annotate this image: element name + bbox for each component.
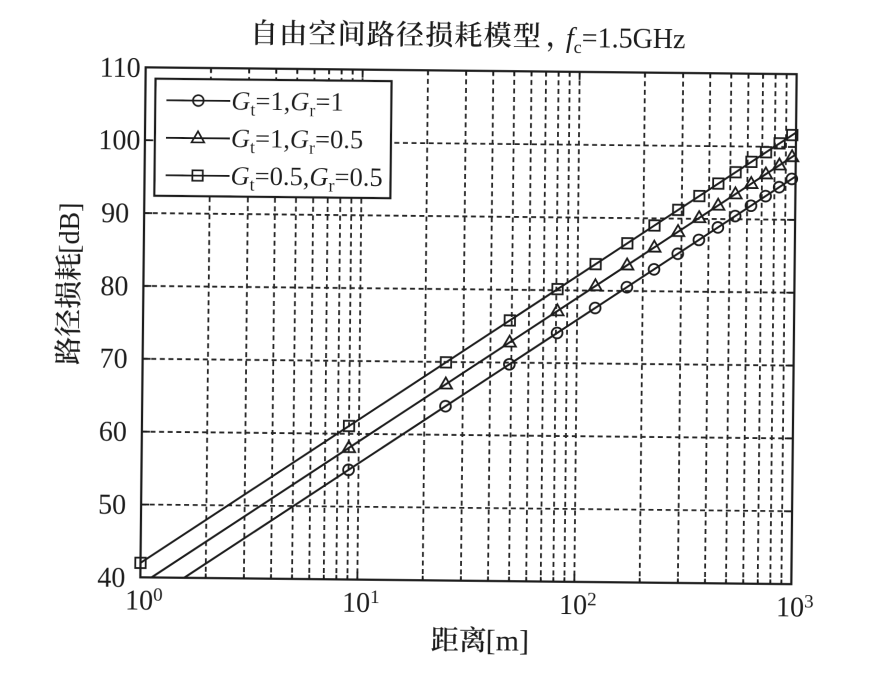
svg-text:[dB]: [dB] <box>55 202 87 254</box>
svg-text:10: 10 <box>776 592 804 623</box>
svg-text:90: 90 <box>101 198 129 229</box>
svg-text:Gt=1,Gr=0.5: Gt=1,Gr=0.5 <box>231 123 364 158</box>
svg-text:Gt=1,Gr=1: Gt=1,Gr=1 <box>231 85 344 120</box>
svg-text:70: 70 <box>99 344 127 375</box>
svg-text:110: 110 <box>100 52 141 83</box>
svg-text:1: 1 <box>370 587 380 608</box>
svg-text:40: 40 <box>97 562 125 593</box>
svg-text:80: 80 <box>100 271 128 302</box>
svg-text:Gt=0.5,Gr=0.5: Gt=0.5,Gr=0.5 <box>230 160 382 196</box>
svg-text:0: 0 <box>153 585 163 606</box>
svg-text:10: 10 <box>125 585 153 616</box>
svg-text:2: 2 <box>587 589 597 610</box>
svg-text:[m]: [m] <box>486 624 530 657</box>
svg-text:50: 50 <box>98 490 126 521</box>
svg-text:fc=1.5GHz: fc=1.5GHz <box>566 23 686 58</box>
svg-text:100: 100 <box>98 125 140 156</box>
svg-text:60: 60 <box>99 417 127 448</box>
svg-text:10: 10 <box>342 588 370 619</box>
svg-text:3: 3 <box>804 592 814 613</box>
svg-text:10: 10 <box>559 590 587 621</box>
